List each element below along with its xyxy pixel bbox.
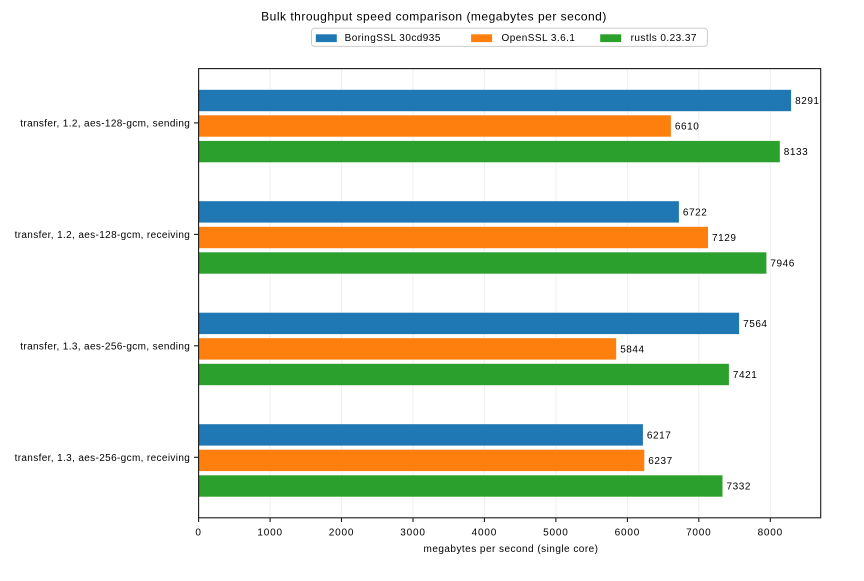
svg-text:6217: 6217: [647, 431, 671, 442]
svg-text:4000: 4000: [472, 527, 497, 538]
svg-text:7000: 7000: [686, 527, 711, 538]
svg-text:transfer, 1.3, aes-256-gcm, se: transfer, 1.3, aes-256-gcm, sending: [20, 341, 190, 352]
svg-text:1000: 1000: [257, 527, 282, 538]
svg-text:0: 0: [195, 527, 201, 538]
svg-text:OpenSSL 3.6.1: OpenSSL 3.6.1: [502, 33, 576, 44]
svg-text:6000: 6000: [615, 527, 640, 538]
svg-text:7332: 7332: [727, 482, 751, 493]
svg-text:7564: 7564: [743, 319, 767, 330]
svg-text:megabytes per second (single c: megabytes per second (single core): [424, 544, 599, 555]
svg-text:7421: 7421: [733, 370, 757, 381]
svg-text:rustls 0.23.37: rustls 0.23.37: [631, 33, 697, 44]
svg-text:8291: 8291: [795, 96, 819, 107]
svg-text:8000: 8000: [758, 527, 783, 538]
svg-text:8133: 8133: [784, 147, 808, 158]
svg-text:transfer, 1.2, aes-128-gcm, se: transfer, 1.2, aes-128-gcm, sending: [20, 119, 190, 130]
svg-text:5000: 5000: [543, 527, 568, 538]
svg-text:6722: 6722: [683, 208, 707, 219]
svg-text:6610: 6610: [675, 122, 699, 133]
svg-text:2000: 2000: [329, 527, 354, 538]
svg-text:Bulk throughput speed comparis: Bulk throughput speed comparison (megaby…: [261, 10, 607, 24]
svg-text:3000: 3000: [400, 527, 425, 538]
svg-text:transfer, 1.3, aes-256-gcm, re: transfer, 1.3, aes-256-gcm, receiving: [15, 453, 191, 464]
svg-text:BoringSSL 30cd935: BoringSSL 30cd935: [345, 33, 441, 44]
svg-text:6237: 6237: [648, 456, 672, 467]
svg-text:7946: 7946: [770, 259, 794, 270]
svg-text:5844: 5844: [620, 345, 644, 356]
svg-text:7129: 7129: [712, 233, 736, 244]
svg-text:transfer, 1.2, aes-128-gcm, re: transfer, 1.2, aes-128-gcm, receiving: [15, 230, 191, 241]
